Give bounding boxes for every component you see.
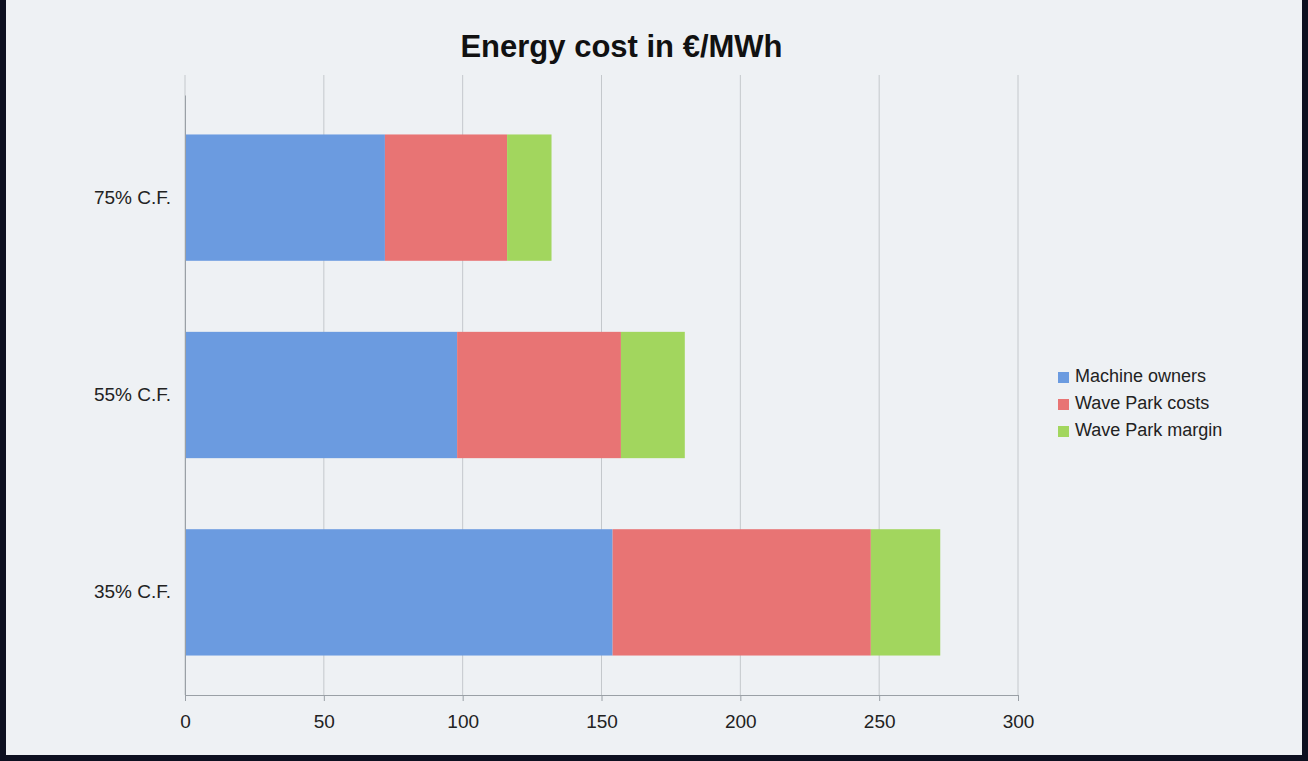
category-label: 75% C.F. <box>94 187 171 208</box>
bar <box>185 134 385 260</box>
tick-label: 0 <box>180 711 191 732</box>
series <box>507 134 940 655</box>
tick-label: 300 <box>1003 711 1035 732</box>
legend-item: Wave Park margin <box>1058 420 1222 440</box>
tick: 50 <box>314 695 335 732</box>
x-axis: 0 50 100 150 200 250 300 <box>180 695 1034 732</box>
axis-line <box>185 96 186 696</box>
legend-label: Machine owners <box>1075 366 1206 386</box>
title: Energy cost in €/MWh <box>460 29 782 64</box>
tick-mark <box>740 695 741 701</box>
bars <box>185 134 940 655</box>
tick-label: 250 <box>864 711 896 732</box>
bar <box>385 134 507 260</box>
tick: 200 <box>725 695 757 732</box>
grid-line <box>1018 75 1019 695</box>
bar <box>507 134 551 260</box>
category-label: 55% C.F. <box>94 384 171 405</box>
tick-mark <box>602 695 603 701</box>
tick: 0 <box>180 695 191 732</box>
chart: Energy cost in €/MWh 0 50 100 150 200 250 300 75… <box>0 0 1308 761</box>
legend-label: Wave Park costs <box>1075 393 1209 413</box>
axis-line <box>186 696 1019 702</box>
tick-mark <box>324 695 325 701</box>
bar <box>185 332 457 458</box>
grid-line <box>185 75 186 695</box>
panel <box>6 0 1302 755</box>
legend-swatch <box>1058 399 1069 410</box>
legend: Machine owners Wave Park costs Wave Park m… <box>1058 366 1222 440</box>
bar <box>871 529 940 655</box>
tick: 100 <box>447 695 479 732</box>
tick: 75% C.F. <box>94 187 185 208</box>
legend-item: Machine owners <box>1058 366 1206 386</box>
bar <box>621 332 685 458</box>
legend-label: Wave Park margin <box>1075 420 1222 440</box>
legend-item: Wave Park costs <box>1058 393 1209 413</box>
legend-swatch <box>1058 372 1069 383</box>
tick-label: 200 <box>725 711 757 732</box>
y-axis: 75% C.F. 55% C.F. 35% C.F. <box>94 96 186 696</box>
tick-mark <box>185 695 186 701</box>
tick-mark <box>463 695 464 701</box>
series <box>385 134 871 655</box>
tick-label: 100 <box>447 711 479 732</box>
bar <box>613 529 871 655</box>
legend-swatch <box>1058 426 1069 437</box>
tick: 150 <box>586 695 618 732</box>
tick: 55% C.F. <box>94 384 185 405</box>
category-label: 35% C.F. <box>94 581 171 602</box>
tick-mark <box>879 695 880 701</box>
tick: 35% C.F. <box>94 581 185 602</box>
tick: 300 <box>1003 695 1035 732</box>
tick-mark <box>1018 695 1019 701</box>
grid <box>185 75 1018 695</box>
tick: 250 <box>864 695 896 732</box>
tick-label: 150 <box>586 711 618 732</box>
background <box>0 0 1308 761</box>
tick-label: 50 <box>314 711 335 732</box>
bar <box>185 529 613 655</box>
bar <box>457 332 621 458</box>
